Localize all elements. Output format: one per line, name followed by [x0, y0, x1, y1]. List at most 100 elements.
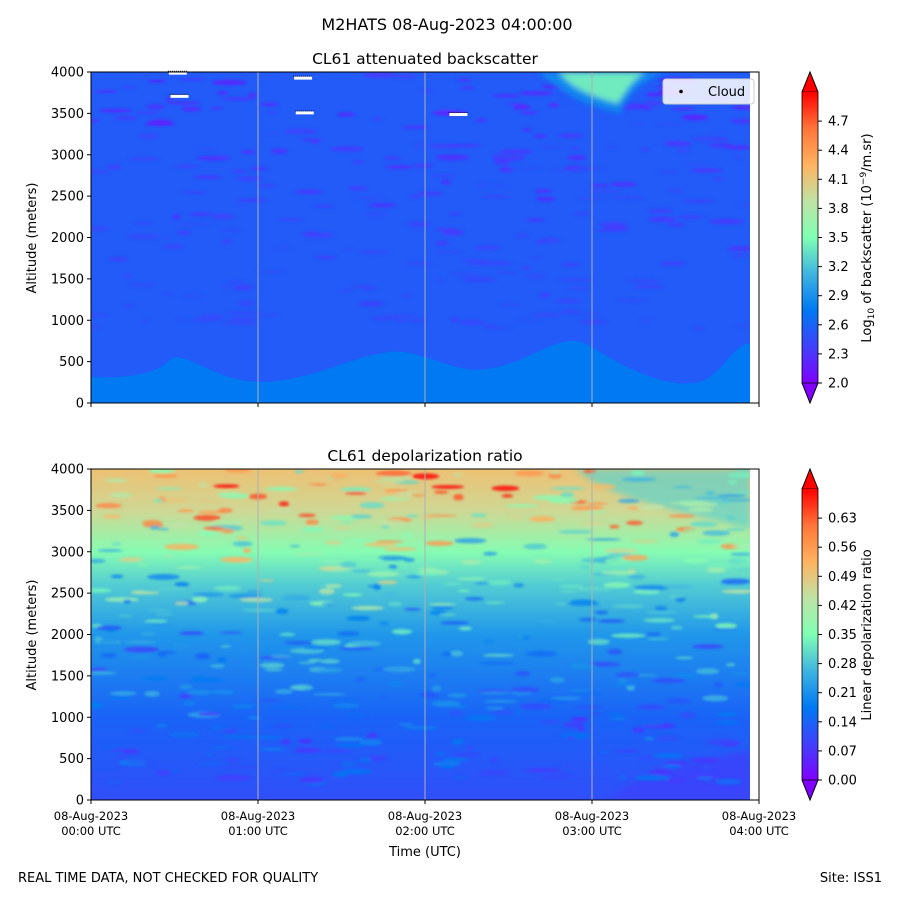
texture-streak — [730, 118, 750, 124]
texture-streak — [449, 144, 483, 147]
texture-streak — [510, 686, 540, 693]
texture-streak — [508, 514, 525, 520]
texture-streak — [557, 278, 594, 282]
texture-streak — [525, 651, 558, 657]
texture-streak — [670, 625, 683, 630]
texture-streak — [377, 580, 398, 585]
texture-streak — [192, 592, 225, 598]
texture-streak — [259, 520, 288, 526]
texture-streak — [340, 487, 372, 493]
colorbar-tick-label: 4.4 — [828, 144, 849, 159]
texture-streak — [259, 102, 280, 107]
texture-streak — [618, 774, 627, 781]
texture-streak — [559, 584, 584, 589]
texture-streak — [193, 175, 223, 179]
texture-streak — [197, 510, 226, 515]
texture-streak — [347, 186, 368, 191]
texture-streak — [434, 240, 449, 247]
texture-streak — [560, 491, 575, 498]
texture-streak — [501, 494, 514, 498]
texture-streak — [537, 699, 570, 704]
texture-streak — [217, 657, 227, 663]
texture-streak — [648, 216, 677, 223]
texture-streak — [604, 557, 624, 565]
colorbar-gradient — [802, 92, 818, 383]
texture-streak — [271, 704, 305, 709]
texture-streak — [679, 712, 696, 719]
texture-streak — [325, 540, 342, 545]
colorbar-tick-label: 4.1 — [828, 173, 849, 188]
texture-streak — [523, 543, 548, 550]
texture-streak — [663, 584, 694, 589]
texture-streak — [577, 588, 613, 594]
texture-streak — [459, 626, 472, 631]
texture-streak — [241, 608, 277, 612]
texture-streak — [404, 608, 422, 611]
texture-streak — [576, 727, 586, 732]
texture-streak — [646, 637, 669, 641]
texture-streak — [321, 602, 338, 606]
texture-streak — [419, 88, 434, 94]
texture-streak — [221, 735, 256, 738]
texture-streak — [493, 159, 511, 165]
colorbar-tick-label: 2.3 — [828, 347, 849, 362]
texture-streak — [626, 685, 635, 691]
y-tick-label: 1500 — [51, 669, 84, 684]
texture-streak — [585, 712, 604, 715]
texture-streak — [123, 646, 160, 653]
texture-streak — [619, 608, 629, 614]
texture-streak — [521, 265, 532, 271]
y-tick-label: 3500 — [51, 504, 84, 519]
texture-streak — [478, 261, 514, 266]
texture-streak — [231, 169, 247, 173]
texture-streak — [274, 689, 293, 694]
texture-streak — [162, 244, 185, 250]
texture-streak — [147, 79, 167, 83]
texture-streak — [218, 152, 229, 158]
texture-streak — [181, 191, 208, 194]
texture-streak — [631, 540, 659, 543]
texture-streak — [220, 284, 238, 290]
texture-streak — [560, 309, 581, 314]
texture-streak — [156, 769, 171, 776]
texture-streak — [266, 111, 278, 115]
texture-streak — [139, 133, 159, 139]
texture-streak — [171, 641, 191, 648]
texture-streak — [615, 298, 650, 303]
depolarization-colorbar: 0.00 0.07 0.14 0.21 0.28 0.35 0.42 0.49 0.56 0.63… — [801, 467, 875, 802]
backscatter-plume — [538, 72, 666, 114]
texture-streak — [275, 608, 289, 615]
texture-streak — [282, 594, 311, 601]
texture-streak — [730, 552, 750, 557]
texture-streak — [707, 577, 717, 581]
texture-streak — [636, 704, 666, 710]
texture-streak — [464, 597, 484, 601]
texture-streak — [734, 490, 750, 494]
cloud-legend[interactable]: Cloud — [662, 78, 755, 105]
texture-streak — [358, 301, 386, 307]
texture-streak — [291, 745, 326, 749]
texture-streak — [427, 603, 457, 606]
texture-streak — [682, 557, 709, 564]
depolarization-heatmap — [91, 469, 750, 800]
texture-streak — [406, 221, 431, 227]
texture-streak — [732, 544, 750, 549]
texture-streak — [540, 292, 550, 298]
cloud-mask-gap — [294, 76, 313, 80]
texture-streak — [247, 716, 263, 720]
texture-streak — [293, 189, 323, 194]
texture-streak — [645, 632, 663, 636]
texture-streak — [387, 601, 403, 607]
texture-streak — [220, 556, 253, 563]
texture-streak — [311, 639, 342, 646]
texture-streak — [643, 736, 655, 741]
texture-streak — [371, 480, 406, 483]
texture-streak — [114, 754, 128, 760]
colorbar-tick-label: 2.6 — [828, 318, 849, 333]
texture-streak — [635, 775, 671, 781]
texture-streak — [713, 130, 727, 133]
texture-streak — [425, 540, 454, 546]
texture-streak — [280, 739, 291, 745]
texture-streak — [690, 521, 718, 527]
texture-streak — [335, 743, 366, 748]
